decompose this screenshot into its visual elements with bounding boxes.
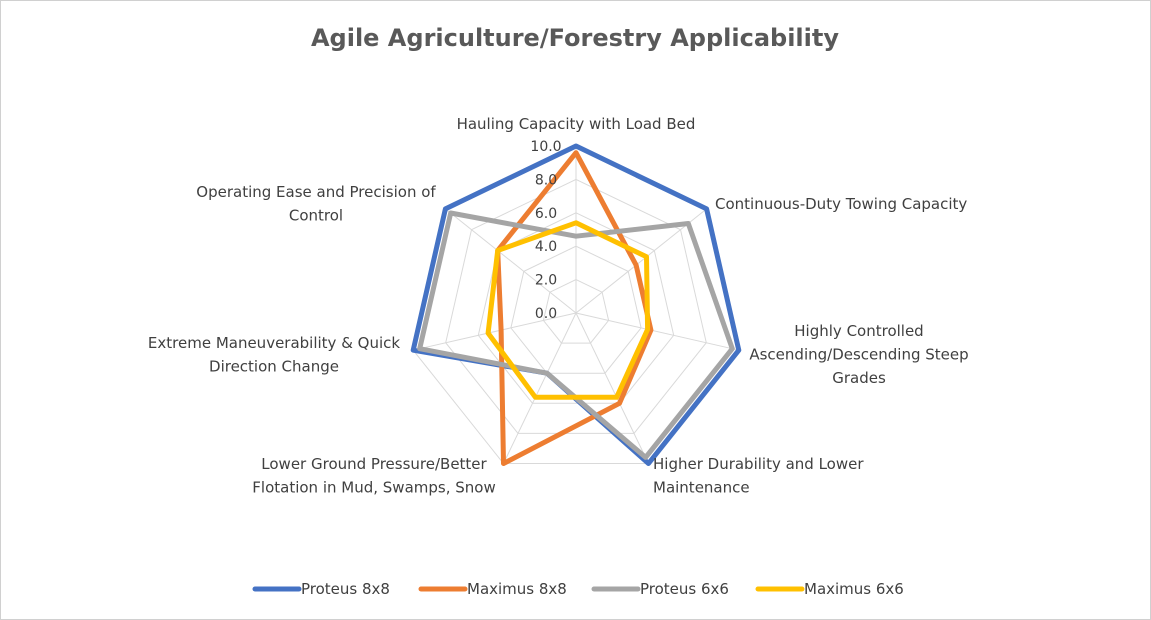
tick-label: 4.0 — [535, 239, 557, 255]
legend: Proteus 8x8 Maximus 8x8 Proteus 6x6 Maximus… — [252, 580, 904, 598]
category-label: Hauling Capacity with Load Bed — [457, 115, 696, 133]
radial-tick-labels: 0.0 2.0 4.0 6.0 8.0 10.0 — [530, 139, 561, 322]
category-label: Higher Durability and Lower Maintenance — [653, 455, 864, 497]
series-line-3 — [417, 210, 735, 460]
category-label-line: Lower Ground Pressure/Better — [261, 455, 487, 473]
category-label-line: Higher Durability and Lower — [653, 455, 864, 473]
legend-label: Maximus 6x6 — [804, 580, 904, 598]
grid-spoke — [575, 312, 739, 351]
tick-label: 6.0 — [535, 206, 557, 222]
category-label-line: Flotation in Mud, Swamps, Snow — [252, 479, 495, 497]
category-label: Highly Controlled Ascending/Descending St… — [749, 322, 968, 387]
category-label-line: Grades — [832, 369, 886, 387]
chart-title: Agile Agriculture/Forestry Applicability — [311, 24, 839, 52]
series-line-4 — [485, 220, 651, 400]
grid-spoke — [503, 312, 577, 464]
grid-spoke — [413, 312, 577, 351]
category-label-line: Operating Ease and Precision of — [196, 183, 436, 201]
grid-spoke — [575, 312, 649, 464]
category-label: Lower Ground Pressure/Better Flotation in… — [252, 455, 495, 497]
radar-grid — [412, 145, 740, 464]
series-line-2 — [495, 150, 654, 466]
grid-ring — [445, 178, 707, 434]
category-label-line: Direction Change — [209, 358, 339, 376]
legend-label: Proteus 8x8 — [301, 580, 390, 598]
grid-ring — [510, 245, 642, 374]
category-labels: Hauling Capacity with Load Bed Continuous… — [148, 115, 969, 497]
category-label-line: Ascending/Descending Steep — [749, 346, 968, 364]
category-label-line: Maintenance — [653, 479, 750, 497]
category-label: Continuous-Duty Towing Capacity — [715, 195, 967, 213]
tick-label: 2.0 — [535, 273, 557, 289]
category-label-line: Extreme Maneuverability & Quick — [148, 334, 400, 352]
category-label-line: Hauling Capacity with Load Bed — [457, 115, 696, 133]
series-layer — [410, 143, 742, 466]
tick-label: 0.0 — [535, 306, 557, 322]
category-label-line: Continuous-Duty Towing Capacity — [715, 195, 967, 213]
category-label-line: Control — [289, 207, 343, 225]
category-label: Extreme Maneuverability & Quick Direction… — [148, 334, 400, 376]
category-label: Operating Ease and Precision of Control — [196, 183, 436, 225]
category-label-line: Highly Controlled — [794, 322, 923, 340]
grid-spoke — [445, 208, 577, 314]
tick-label: 10.0 — [530, 139, 561, 155]
legend-label: Maximus 8x8 — [467, 580, 567, 598]
grid-ring — [542, 279, 610, 344]
tick-label: 8.0 — [535, 172, 557, 188]
legend-label: Proteus 6x6 — [640, 580, 729, 598]
